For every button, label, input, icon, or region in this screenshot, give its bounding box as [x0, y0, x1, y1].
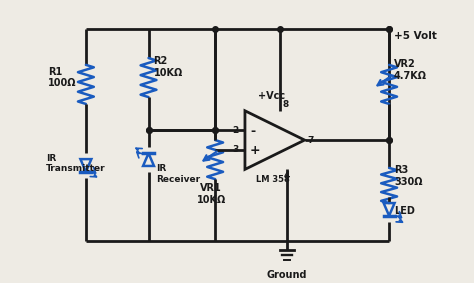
- Text: 3: 3: [233, 145, 239, 154]
- Text: 4: 4: [283, 171, 290, 180]
- Polygon shape: [245, 111, 305, 169]
- Text: 8: 8: [283, 100, 289, 109]
- Text: LM 358: LM 358: [256, 175, 290, 184]
- Text: +: +: [250, 144, 261, 157]
- Text: IR
Transmitter: IR Transmitter: [46, 154, 106, 173]
- Text: Ground: Ground: [266, 270, 307, 280]
- Text: 2: 2: [233, 126, 239, 135]
- Text: 7: 7: [308, 136, 314, 145]
- Text: R2
10KΩ: R2 10KΩ: [154, 56, 183, 78]
- Text: +Vcc: +Vcc: [258, 91, 285, 101]
- Text: VR2
4.7KΩ: VR2 4.7KΩ: [394, 59, 427, 81]
- Text: +5 Volt: +5 Volt: [394, 31, 437, 41]
- Text: -: -: [250, 125, 255, 138]
- Text: VR1
10KΩ: VR1 10KΩ: [197, 183, 226, 205]
- Text: IR
Receiver: IR Receiver: [156, 164, 201, 184]
- Text: R1
100Ω: R1 100Ω: [48, 67, 77, 88]
- Text: R3
330Ω: R3 330Ω: [394, 165, 423, 186]
- Text: LED: LED: [394, 206, 415, 216]
